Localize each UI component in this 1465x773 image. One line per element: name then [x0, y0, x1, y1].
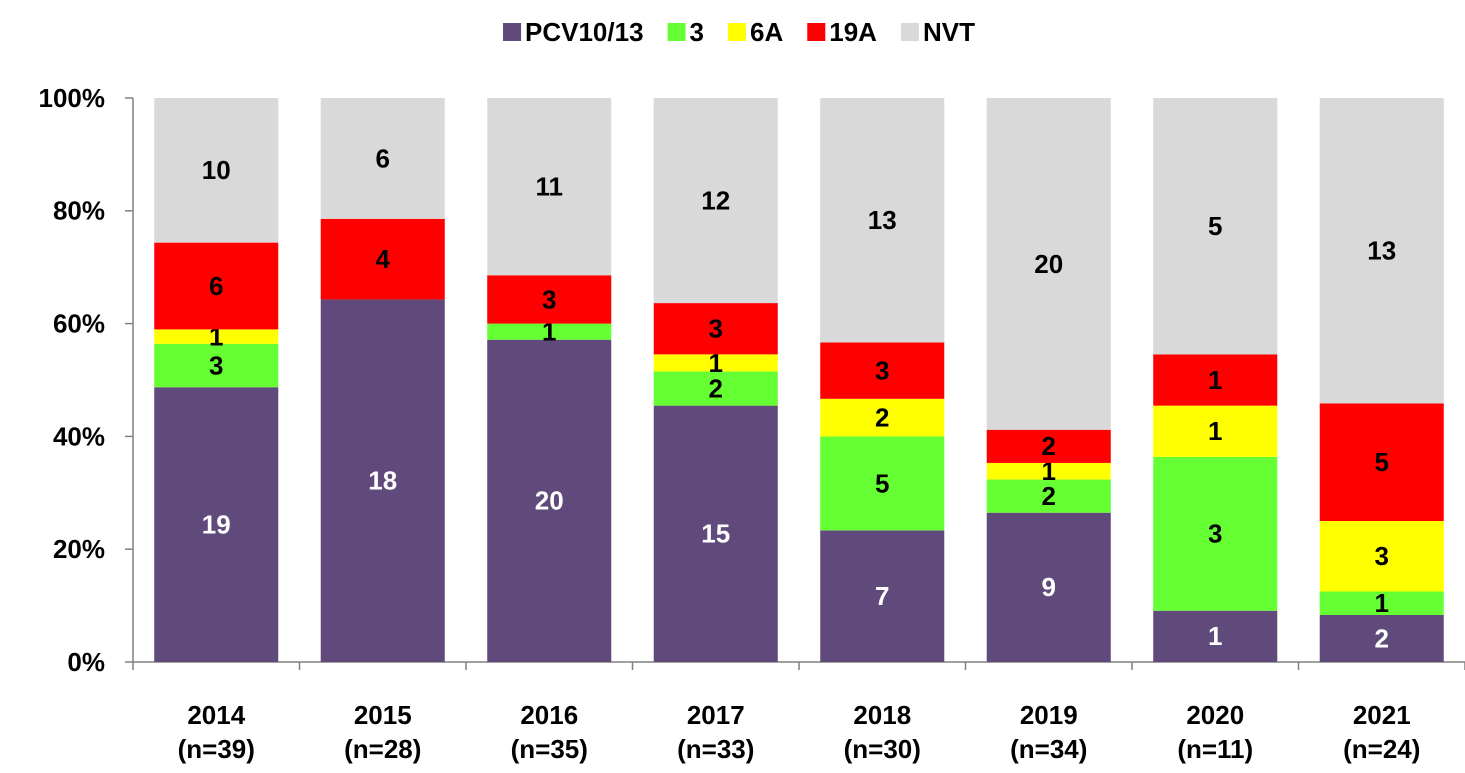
- bar-segment: [154, 242, 279, 330]
- data-label: 18: [368, 466, 397, 496]
- bar-segment: [986, 98, 1111, 430]
- data-label: 6: [376, 143, 390, 173]
- bar-segment: [1153, 456, 1278, 611]
- data-label: 3: [875, 355, 889, 385]
- data-label: 10: [202, 155, 231, 185]
- bar-segment: [1153, 354, 1278, 406]
- bar-segment: [154, 98, 279, 243]
- bar-segment: [820, 342, 945, 399]
- bar-segment: [1319, 403, 1444, 521]
- legend-swatch: [667, 23, 686, 41]
- data-label: 3: [209, 350, 223, 380]
- bar-segment: [487, 323, 612, 340]
- legend-swatch: [503, 23, 522, 41]
- x-tick-label: 2021 (n=24): [1343, 700, 1421, 764]
- legend-swatch: [900, 23, 919, 41]
- bar-segment: [320, 98, 445, 219]
- data-label: 3: [1375, 541, 1389, 571]
- x-tick-label: 2018 (n=30): [843, 700, 921, 764]
- data-label: 3: [709, 314, 723, 344]
- data-label: 5: [1208, 211, 1222, 241]
- data-label: 1: [709, 348, 723, 378]
- bar-segment: [653, 303, 778, 355]
- bar-segment: [820, 398, 945, 437]
- legend-label: 3: [690, 17, 704, 47]
- legend-label: 6A: [750, 17, 783, 47]
- data-label: 2: [1042, 431, 1056, 461]
- data-label: 6: [209, 271, 223, 301]
- data-label: 5: [875, 468, 889, 498]
- data-label: 7: [875, 581, 889, 611]
- bar-segment: [154, 343, 279, 388]
- bar-segment: [820, 530, 945, 662]
- data-label: 2: [709, 373, 723, 403]
- legend-label: 19A: [829, 17, 877, 47]
- bar-segment: [1319, 615, 1444, 662]
- bar-segment: [653, 405, 778, 662]
- data-label: 9: [1042, 572, 1056, 602]
- x-tick-label: 2019 (n=34): [1010, 700, 1088, 764]
- bar-segment: [154, 329, 279, 344]
- bar-segment: [820, 436, 945, 531]
- bar-segment: [986, 512, 1111, 662]
- bar-segment: [320, 218, 445, 300]
- data-label: 12: [701, 185, 730, 215]
- x-tick-label: 2017 (n=33): [677, 700, 755, 764]
- y-tick-label: 80%: [53, 196, 105, 226]
- bar-segment: [1153, 610, 1278, 662]
- data-label: 2: [1042, 481, 1056, 511]
- bar-segment: [1153, 405, 1278, 457]
- x-tick-label: 2014 (n=39): [177, 700, 255, 764]
- bar-segment: [154, 387, 279, 662]
- bar-segment: [986, 429, 1111, 463]
- bar-segment: [320, 299, 445, 662]
- data-label: 1: [1375, 588, 1389, 618]
- bar-segment: [820, 98, 945, 343]
- y-tick-label: 0%: [67, 647, 105, 677]
- data-label: 3: [542, 284, 556, 314]
- bar-segment: [986, 462, 1111, 480]
- data-label: 5: [1375, 447, 1389, 477]
- bar-segment: [1153, 98, 1278, 355]
- data-label: 19: [202, 509, 231, 539]
- data-label: 15: [701, 519, 730, 549]
- x-tick-label: 2015 (n=28): [344, 700, 422, 764]
- y-tick-label: 60%: [53, 308, 105, 338]
- data-label: 13: [868, 205, 897, 235]
- data-label: 4: [376, 244, 391, 274]
- data-label: 1: [1208, 365, 1222, 395]
- bar-segment: [487, 275, 612, 324]
- data-label: 2: [1375, 623, 1389, 653]
- data-label: 20: [535, 486, 564, 516]
- legend-swatch: [807, 23, 826, 41]
- legend-swatch: [728, 23, 747, 41]
- data-label: 1: [1208, 416, 1222, 446]
- y-tick-label: 100%: [39, 83, 106, 113]
- data-label: 1: [542, 317, 556, 347]
- data-label: 1: [1208, 621, 1222, 651]
- data-label: 20: [1034, 249, 1063, 279]
- bar-segment: [1319, 521, 1444, 592]
- legend-label: NVT: [923, 17, 975, 47]
- bar-segment: [653, 354, 778, 372]
- bar-segment: [487, 98, 612, 276]
- data-label: 11: [536, 172, 564, 202]
- bar-segment: [986, 479, 1111, 513]
- y-tick-label: 20%: [53, 534, 105, 564]
- data-label: 1: [1042, 456, 1056, 486]
- bar-segment: [1319, 98, 1444, 404]
- y-tick-label: 40%: [53, 421, 105, 451]
- data-label: 13: [1367, 236, 1396, 266]
- bar-segment: [653, 98, 778, 304]
- bar-segment: [653, 371, 778, 406]
- x-tick-label: 2016 (n=35): [510, 700, 588, 764]
- data-label: 3: [1208, 519, 1222, 549]
- bar-segment: [1319, 591, 1444, 615]
- x-tick-label: 2020 (n=11): [1177, 700, 1254, 764]
- data-label: 2: [875, 402, 889, 432]
- legend-label: PCV10/13: [525, 17, 644, 47]
- bar-segment: [487, 339, 612, 662]
